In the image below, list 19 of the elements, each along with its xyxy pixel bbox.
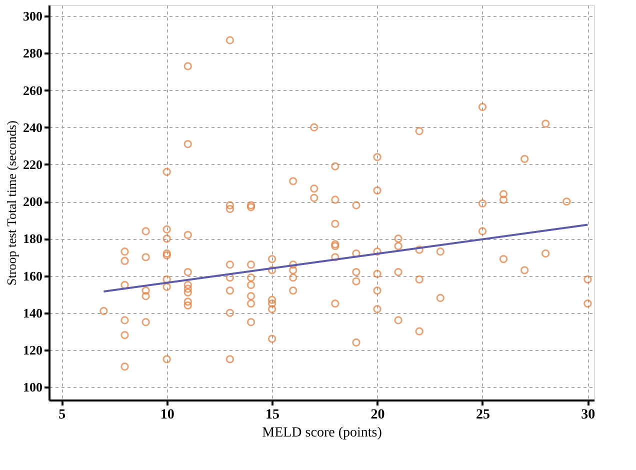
y-tick-label: 160 bbox=[23, 268, 42, 284]
y-tick-label: 260 bbox=[23, 82, 42, 98]
x-tick-label: 20 bbox=[370, 408, 385, 422]
y-tick-label: 240 bbox=[23, 120, 42, 135]
x-axis-title: MELD score (points) bbox=[262, 426, 382, 440]
x-tick-label: 25 bbox=[476, 408, 490, 422]
y-tick-label: 200 bbox=[23, 194, 42, 210]
x-tick-label: 10 bbox=[160, 408, 174, 422]
y-tick-label: 100 bbox=[23, 380, 42, 395]
y-tick-label: 140 bbox=[23, 305, 42, 320]
y-tick-label: 300 bbox=[23, 8, 42, 24]
y-tick-label: 120 bbox=[23, 342, 42, 358]
x-tick-label: 15 bbox=[266, 408, 280, 422]
y-tick-label: 220 bbox=[23, 156, 42, 172]
y-tick-label: 280 bbox=[23, 46, 42, 61]
y-axis-title: Stroop test Total time (seconds) bbox=[4, 120, 19, 286]
y-tick-label: 180 bbox=[23, 231, 42, 246]
x-tick-label: 30 bbox=[581, 408, 596, 422]
x-tick-label: 5 bbox=[58, 408, 66, 422]
